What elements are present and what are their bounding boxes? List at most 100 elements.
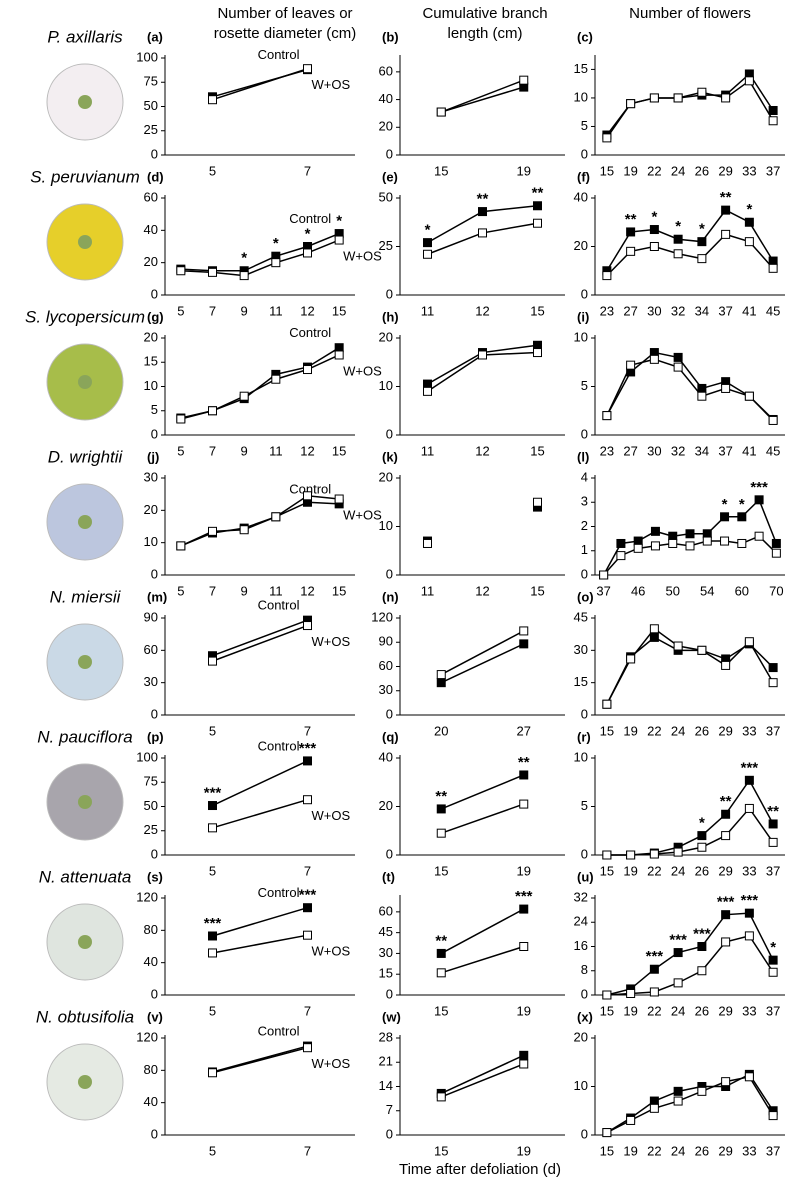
significance: *: [273, 235, 279, 252]
marker: [650, 965, 658, 973]
series-line: [441, 80, 524, 112]
marker: [304, 65, 312, 73]
y-tick-label: 20: [379, 329, 393, 344]
panel-label: (m): [147, 589, 167, 604]
x-tick-label: 30: [647, 303, 661, 318]
significance: ***: [204, 784, 222, 801]
marker: [520, 800, 528, 808]
flower-center: [78, 795, 92, 809]
marker: [745, 776, 753, 784]
y-tick-label: 60: [379, 658, 393, 673]
y-tick-label: 8: [581, 962, 588, 977]
marker: [304, 1044, 312, 1052]
series-line: [213, 800, 308, 828]
x-tick-label: 11: [421, 443, 435, 458]
marker: [769, 117, 777, 125]
x-tick-label: 45: [766, 443, 780, 458]
series-line: [181, 234, 339, 271]
y-tick-label: 60: [379, 63, 393, 78]
x-tick-label: 27: [623, 443, 637, 458]
y-tick-label: 0: [151, 846, 158, 861]
marker: [603, 412, 611, 420]
y-tick-label: 0: [581, 426, 588, 441]
y-tick-label: 90: [144, 609, 158, 624]
figure: Number of leaves orrosette diameter (cm)…: [0, 0, 803, 1183]
x-tick-label: 7: [209, 583, 216, 598]
species-name: N. pauciflora: [37, 727, 132, 746]
significance: ***: [741, 892, 759, 909]
y-tick-label: 25: [379, 238, 393, 253]
marker: [738, 513, 746, 521]
marker: [600, 571, 608, 579]
x-tick-label: 60: [735, 583, 749, 598]
marker: [769, 106, 777, 114]
marker: [627, 851, 635, 859]
y-tick-label: 30: [144, 674, 158, 689]
x-tick-label: 41: [742, 303, 756, 318]
y-tick-label: 3: [581, 494, 588, 509]
marker: [603, 1129, 611, 1137]
x-tick-label: 24: [671, 1143, 685, 1158]
x-tick-label: 33: [742, 863, 756, 878]
x-tick-label: 34: [695, 443, 709, 458]
panel-label: (o): [577, 589, 594, 604]
x-tick-label: 27: [517, 723, 531, 738]
significance: *: [241, 250, 247, 267]
x-tick-label: 22: [647, 1003, 661, 1018]
x-tick-label: 24: [671, 1003, 685, 1018]
series-label: W+OS: [312, 808, 351, 823]
significance: ***: [693, 925, 711, 942]
x-tick-label: 7: [209, 303, 216, 318]
x-tick-label: 7: [304, 863, 311, 878]
x-tick-label: 9: [241, 583, 248, 598]
y-tick-label: 45: [379, 924, 393, 939]
marker: [722, 832, 730, 840]
marker: [769, 416, 777, 424]
x-tick-label: 45: [766, 303, 780, 318]
x-tick-label: 46: [631, 583, 645, 598]
x-tick-label: 11: [421, 303, 435, 318]
flower-center: [78, 935, 92, 949]
y-tick-label: 100: [136, 749, 158, 764]
x-tick-label: 15: [434, 863, 448, 878]
series-line: [607, 808, 773, 855]
y-tick-label: 5: [581, 378, 588, 393]
y-tick-label: 10: [144, 378, 158, 393]
marker: [520, 640, 528, 648]
x-tick-label: 29: [718, 1003, 732, 1018]
marker: [209, 268, 217, 276]
y-tick-label: 15: [574, 674, 588, 689]
marker: [686, 530, 694, 538]
marker: [304, 249, 312, 257]
y-tick-label: 40: [144, 954, 158, 969]
marker: [617, 552, 625, 560]
series-label: W+OS: [343, 363, 382, 378]
marker: [437, 805, 445, 813]
marker: [603, 851, 611, 859]
x-tick-label: 37: [766, 863, 780, 878]
panel-label: (j): [147, 449, 159, 464]
y-tick-label: 40: [379, 91, 393, 106]
marker: [674, 94, 682, 102]
y-tick-label: 32: [574, 889, 588, 904]
x-tick-label: 37: [766, 163, 780, 178]
x-tick-label: 19: [517, 1003, 531, 1018]
y-tick-label: 15: [144, 354, 158, 369]
significance: **: [532, 185, 544, 202]
marker: [627, 361, 635, 369]
y-tick-label: 45: [574, 609, 588, 624]
marker: [304, 492, 312, 500]
panel-label: (l): [577, 449, 589, 464]
y-tick-label: 16: [574, 938, 588, 953]
y-tick-label: 90: [379, 634, 393, 649]
marker: [177, 415, 185, 423]
x-tick-label: 15: [332, 443, 346, 458]
series-label: Control: [258, 1024, 300, 1039]
x-tick-label: 23: [600, 443, 614, 458]
y-tick-label: 40: [379, 749, 393, 764]
marker: [603, 700, 611, 708]
marker: [769, 956, 777, 964]
series-line: [428, 223, 538, 254]
x-tick-label: 15: [600, 723, 614, 738]
y-tick-label: 1: [581, 542, 588, 557]
